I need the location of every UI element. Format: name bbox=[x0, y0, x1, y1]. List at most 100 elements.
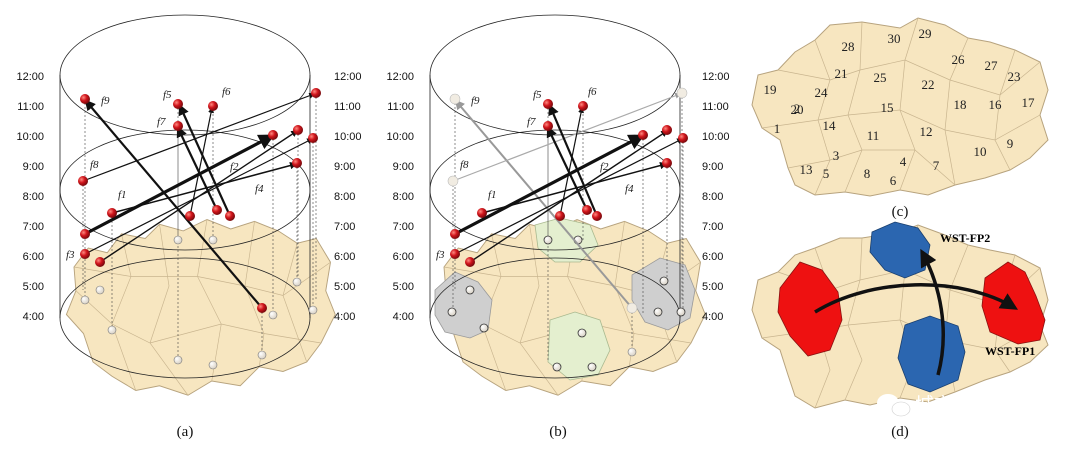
flow-label: f8 bbox=[90, 159, 99, 171]
time-label: 4:00 bbox=[702, 311, 723, 323]
zone-label: 27 bbox=[985, 58, 999, 73]
time-label: 6:00 bbox=[334, 251, 355, 263]
panel-a-map bbox=[65, 219, 336, 396]
blue-zone-north bbox=[869, 221, 931, 279]
zone-borders bbox=[761, 17, 1041, 196]
zone-label: 19 bbox=[764, 82, 777, 97]
chat-bubble-icon bbox=[891, 401, 911, 417]
time-label: 10:00 bbox=[16, 131, 44, 143]
watermark-text: 城市数据派 bbox=[915, 394, 1010, 416]
flow-label: f7 bbox=[527, 116, 536, 128]
zone-label: 11 bbox=[867, 128, 880, 143]
flow-label: f1 bbox=[118, 189, 127, 201]
time-label: 4:00 bbox=[23, 311, 44, 323]
zone-label: 3 bbox=[833, 148, 840, 163]
panel-b-time-axis-left: 12:00 11:00 10:00 9:00 8:00 7:00 6:00 5:… bbox=[386, 71, 414, 323]
zone-label: 20 bbox=[791, 102, 804, 117]
panel-b-clusters bbox=[434, 217, 696, 381]
zone-label: 14 bbox=[823, 118, 837, 133]
time-label: 5:00 bbox=[702, 281, 723, 293]
panel-a-time-axis-right: 12:00 11:00 10:00 9:00 8:00 7:00 6:00 5:… bbox=[334, 71, 362, 323]
panel-a-flow-labels: f1 f2 f3 f4 f5 f6 f7 f8 f9 bbox=[66, 86, 264, 261]
zone-label: 7 bbox=[933, 158, 940, 173]
time-label: 11:00 bbox=[702, 101, 729, 113]
time-label: 12:00 bbox=[386, 71, 414, 83]
zone-label: 25 bbox=[874, 70, 887, 85]
time-label: 5:00 bbox=[334, 281, 355, 293]
flow-label: f2 bbox=[600, 161, 609, 173]
flow-label: f9 bbox=[471, 95, 480, 107]
flow-label: f4 bbox=[255, 183, 264, 195]
zone-label: 16 bbox=[989, 97, 1003, 112]
panel-b-time-axis-right: 12:00 11:00 10:00 9:00 8:00 7:00 6:00 5:… bbox=[702, 71, 730, 323]
flow-label: f2 bbox=[230, 161, 239, 173]
zone-label: 2 bbox=[794, 101, 801, 116]
time-label: 12:00 bbox=[334, 71, 362, 83]
flow-label: f6 bbox=[588, 86, 597, 98]
time-label: 6:00 bbox=[702, 251, 723, 263]
panel-a-nodes bbox=[78, 88, 321, 313]
flow-label: f7 bbox=[157, 116, 166, 128]
panel-b-flows bbox=[452, 92, 684, 309]
time-label: 11:00 bbox=[387, 101, 414, 113]
red-zone-west bbox=[777, 261, 843, 357]
panel-b-ground-nodes bbox=[447, 235, 686, 372]
zone-label: 24 bbox=[815, 85, 829, 100]
flow-arrow-fp2 bbox=[920, 248, 945, 376]
time-label: 10:00 bbox=[702, 131, 730, 143]
zone-label: 1 bbox=[774, 121, 781, 136]
time-label: 5:00 bbox=[393, 281, 414, 293]
flow-tag-fp1: WST-FP1 bbox=[985, 344, 1035, 358]
zone-label: 18 bbox=[954, 97, 967, 112]
panel-c: 1 2 3 4 5 6 7 8 9 10 11 12 13 14 15 16 1… bbox=[751, 17, 1049, 220]
panel-a-flows bbox=[82, 92, 316, 309]
time-label: 7:00 bbox=[23, 221, 44, 233]
panel-a: 12:00 11:00 10:00 9:00 8:00 7:00 6:00 5:… bbox=[16, 14, 362, 440]
time-label: 7:00 bbox=[334, 221, 355, 233]
watermark: 城市数据派 bbox=[877, 394, 1010, 417]
time-label: 8:00 bbox=[334, 191, 355, 203]
panel-a-time-axis-left: 12:00 11:00 10:00 9:00 8:00 7:00 6:00 5:… bbox=[16, 71, 44, 323]
zone-label: 30 bbox=[888, 31, 901, 46]
caption-c: (c) bbox=[892, 204, 909, 220]
zone-label: 8 bbox=[864, 166, 871, 181]
zone-label: 21 bbox=[835, 66, 848, 81]
flow-label: f1 bbox=[488, 189, 497, 201]
gray-cluster-west bbox=[434, 271, 493, 339]
zone-label: 26 bbox=[952, 52, 966, 67]
panel-b-flow-labels: f1 f2 f3 f4 f5 f6 f7 f8 f9 bbox=[436, 86, 634, 261]
flow-label: f8 bbox=[460, 159, 469, 171]
time-label: 9:00 bbox=[393, 161, 414, 173]
time-label: 9:00 bbox=[702, 161, 723, 173]
panel-b: 12:00 11:00 10:00 9:00 8:00 7:00 6:00 5:… bbox=[386, 14, 730, 440]
green-cluster-south bbox=[547, 311, 611, 381]
zone-label: 15 bbox=[881, 100, 894, 115]
time-label: 10:00 bbox=[386, 131, 414, 143]
time-label: 4:00 bbox=[334, 311, 355, 323]
time-label: 8:00 bbox=[23, 191, 44, 203]
zone-label: 9 bbox=[1007, 136, 1014, 151]
zone-number-labels: 1 2 3 4 5 6 7 8 9 10 11 12 13 14 15 16 1… bbox=[764, 26, 1036, 188]
zone-label: 17 bbox=[1022, 95, 1036, 110]
blue-zone-south bbox=[897, 315, 966, 393]
flow-label: f3 bbox=[436, 249, 445, 261]
flow-label: f6 bbox=[222, 86, 231, 98]
caption-d: (d) bbox=[891, 424, 909, 440]
zone-label: 10 bbox=[974, 144, 987, 159]
time-label: 8:00 bbox=[702, 191, 723, 203]
time-label: 12:00 bbox=[702, 71, 730, 83]
zone-label: 13 bbox=[800, 162, 813, 177]
flow-label: f9 bbox=[101, 95, 110, 107]
flow-label: f3 bbox=[66, 249, 75, 261]
time-label: 4:00 bbox=[393, 311, 414, 323]
zone-label: 4 bbox=[900, 154, 907, 169]
flow-arrow-fp1 bbox=[814, 283, 1019, 314]
time-label: 9:00 bbox=[334, 161, 355, 173]
zone-label: 22 bbox=[922, 77, 935, 92]
panel-d: WST-FP2 WST-FP1 城市数据派 (d) bbox=[751, 221, 1049, 440]
time-label: 11:00 bbox=[17, 101, 44, 113]
time-label: 11:00 bbox=[334, 101, 361, 113]
panel-a-ground-nodes bbox=[80, 235, 318, 370]
zone-label: 23 bbox=[1008, 69, 1021, 84]
